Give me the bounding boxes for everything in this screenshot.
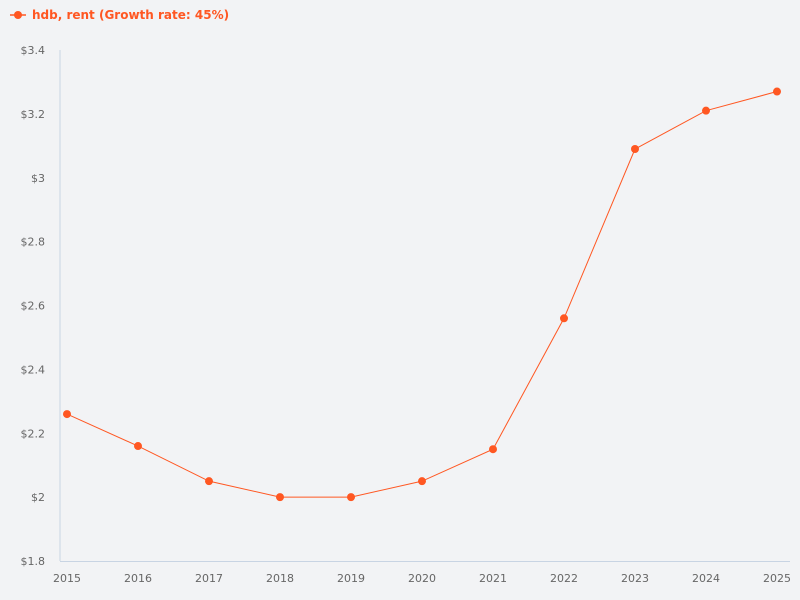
x-tick-label: 2020 [408, 572, 436, 585]
legend[interactable]: hdb, rent (Growth rate: 45%) [10, 8, 229, 22]
y-tick-label: $2.4 [21, 363, 46, 376]
data-point [134, 442, 142, 451]
data-point [276, 493, 284, 502]
x-tick-label: 2018 [266, 572, 294, 585]
data-point [205, 477, 213, 486]
x-tick-label: 2022 [550, 572, 578, 585]
y-tick-label: $2.8 [21, 236, 46, 249]
y-tick-label: $3 [31, 172, 45, 185]
y-tick-label: $3.2 [21, 108, 46, 121]
x-tick-label: 2019 [337, 572, 365, 585]
series-line [66, 91, 778, 498]
y-tick-label: $3.4 [21, 44, 46, 57]
data-point [418, 477, 426, 486]
x-tick-label: 2025 [763, 572, 791, 585]
line-dot-icon [10, 11, 26, 19]
y-tick-label: $2 [31, 491, 45, 504]
y-tick-label: $2.6 [21, 300, 46, 313]
data-point [63, 410, 71, 419]
x-tick-label: 2017 [195, 572, 223, 585]
y-tick-label: $1.8 [21, 555, 46, 568]
y-tick-label: $2.2 [21, 427, 46, 440]
data-point [347, 493, 355, 502]
data-point [631, 145, 639, 154]
data-point [489, 445, 497, 454]
legend-label: hdb, rent (Growth rate: 45%) [32, 8, 230, 22]
x-tick-label: 2023 [621, 572, 649, 585]
x-tick-label: 2015 [53, 572, 81, 585]
x-tick-label: 2024 [692, 572, 720, 585]
data-point [773, 87, 781, 96]
x-tick-label: 2021 [479, 572, 507, 585]
data-point [560, 314, 568, 323]
x-tick-label: 2016 [124, 572, 152, 585]
data-point [702, 106, 710, 115]
